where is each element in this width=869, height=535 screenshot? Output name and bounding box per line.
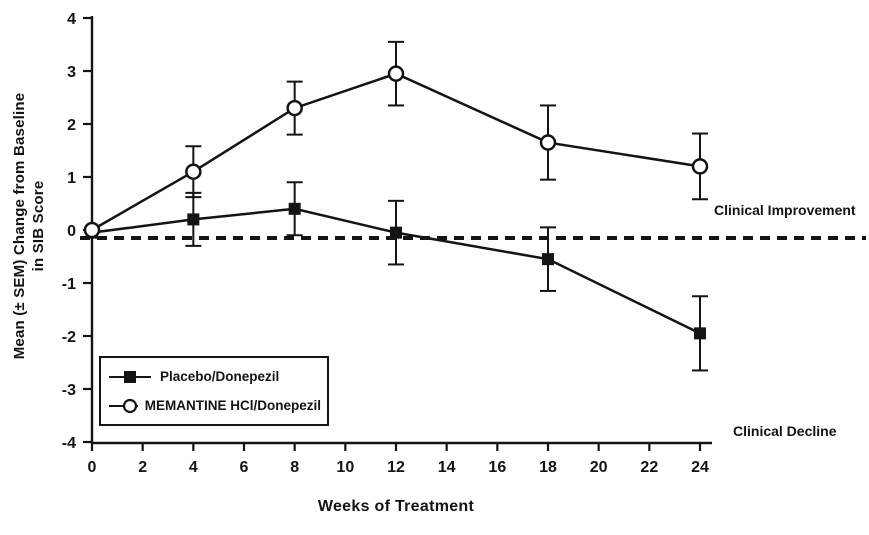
x-tick-label: 22	[640, 459, 658, 476]
data-point-open-circle	[83, 221, 101, 239]
series-line-filled-square	[91, 207, 701, 335]
x-tick-label: 0	[88, 459, 97, 476]
legend-item-placebo: Placebo/Donepezil	[107, 369, 321, 385]
data-point-filled-square	[288, 202, 301, 215]
y-axis-label-line1: Mean (± SEM) Change from Baseline	[11, 92, 28, 360]
x-tick-label: 4	[189, 459, 198, 476]
clinical-improvement-annotation: Clinical Improvement	[714, 202, 856, 218]
y-tick-label: 3	[67, 64, 76, 81]
clinical-decline-annotation: Clinical Decline	[733, 423, 837, 439]
x-tick-label: 24	[691, 459, 709, 476]
series-line-open-circle	[91, 72, 701, 232]
data-point-open-circle	[185, 163, 202, 180]
open-circle-marker-icon	[109, 398, 138, 413]
y-axis-label: Mean (± SEM) Change from Baseline in SIB…	[10, 16, 50, 436]
x-tick-label: 14	[438, 459, 456, 476]
data-point-filled-square	[694, 327, 706, 340]
y-tick-label: -2	[62, 329, 76, 346]
x-tick-label: 2	[138, 459, 147, 476]
legend-box: Placebo/Donepezil MEMANTINE HCl/Donepezi…	[99, 356, 329, 426]
x-axis-label: Weeks of Treatment	[317, 498, 475, 515]
y-tick-label: 4	[67, 11, 76, 28]
x-tick-label: 20	[590, 459, 608, 476]
y-tick-label: 2	[67, 117, 76, 134]
data-point-open-circle	[539, 134, 557, 151]
x-tick-label: 8	[290, 459, 299, 476]
data-point-filled-square	[187, 213, 200, 226]
data-point-filled-square	[390, 226, 402, 239]
x-tick-label: 6	[240, 459, 249, 476]
y-tick-label: 1	[67, 170, 76, 187]
y-tick-label: -1	[62, 276, 76, 293]
legend-item-memantine: MEMANTINE HCl/Donepezil	[107, 398, 321, 414]
data-point-open-circle	[387, 65, 405, 82]
data-point-filled-square	[542, 253, 554, 266]
x-tick-label: 12	[387, 459, 405, 476]
legend-item-label: Placebo/Donepezil	[160, 369, 280, 384]
y-axis-label-line2: in SIB Score	[30, 180, 47, 272]
x-tick-label: 16	[488, 459, 506, 476]
y-tick-label: -4	[62, 435, 76, 452]
data-point-open-circle	[691, 158, 709, 175]
x-tick-label: 18	[539, 459, 557, 476]
legend-item-label: MEMANTINE HCl/Donepezil	[144, 398, 321, 413]
x-tick-label: 10	[336, 459, 354, 476]
data-point-open-circle	[286, 99, 303, 117]
filled-square-marker-icon	[109, 370, 151, 383]
y-tick-label: -3	[62, 382, 76, 399]
y-tick-label: 0	[67, 223, 76, 240]
